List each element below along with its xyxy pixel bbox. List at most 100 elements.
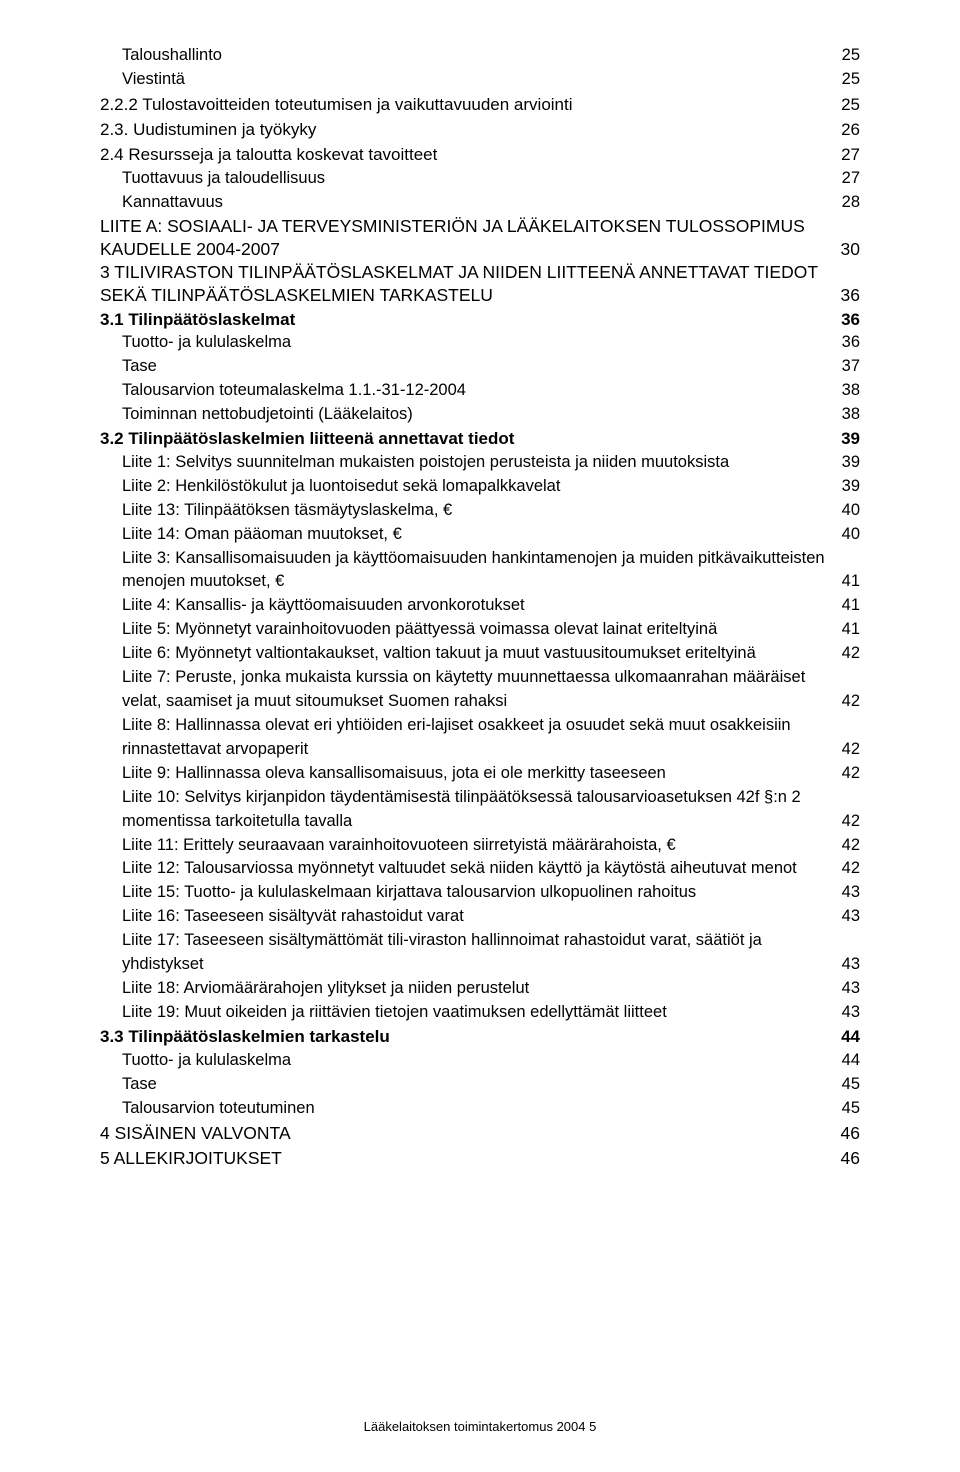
toc-entry: Liite 14: Oman pääoman muutokset, €40 — [100, 523, 860, 547]
toc-entry-text: Liite 3: Kansallisomaisuuden ja käyttöom… — [122, 547, 830, 595]
toc-entry: Tuottavuus ja taloudellisuus27 — [100, 167, 860, 191]
toc-entry-text: Liite 5: Myönnetyt varainhoitovuoden pää… — [122, 618, 830, 642]
toc-entry: Liite 7: Peruste, jonka mukaista kurssia… — [100, 666, 860, 714]
toc-entry-page: 42 — [830, 762, 860, 786]
toc-entry: Liite 10: Selvitys kirjanpidon täydentäm… — [100, 786, 860, 834]
toc-entry-text: Tase — [122, 1073, 830, 1097]
table-of-contents: Taloushallinto25Viestintä252.2.2 Tulosta… — [100, 44, 860, 1172]
toc-entry-page: 36 — [829, 284, 860, 307]
toc-entry-text: 4 SISÄINEN VALVONTA — [100, 1121, 829, 1147]
toc-entry: Liite 4: Kansallis- ja käyttöomaisuuden … — [100, 594, 860, 618]
toc-entry: Liite 9: Hallinnassa oleva kansallisomai… — [100, 762, 860, 786]
toc-entry: Liite 6: Myönnetyt valtiontakaukset, val… — [100, 642, 860, 666]
toc-entry-text: Talousarvion toteumalaskelma 1.1.-31-12-… — [122, 379, 830, 403]
toc-entry-page: 41 — [830, 570, 860, 594]
toc-entry-page: 40 — [830, 523, 860, 547]
toc-entry-text: Liite 19: Muut oikeiden ja riittävien ti… — [122, 1001, 830, 1025]
toc-entry: 2.2.2 Tulostavoitteiden toteutumisen ja … — [100, 92, 860, 117]
toc-entry-text: Liite 13: Tilinpäätöksen täsmäytyslaskel… — [122, 499, 830, 523]
toc-entry-text: Tuottavuus ja taloudellisuus — [122, 167, 830, 191]
toc-entry-page: 25 — [829, 92, 860, 117]
toc-entry: Talousarvion toteumalaskelma 1.1.-31-12-… — [100, 379, 860, 403]
toc-entry: Liite 19: Muut oikeiden ja riittävien ti… — [100, 1001, 860, 1025]
toc-entry-text: Toiminnan nettobudjetointi (Lääkelaitos) — [122, 403, 830, 427]
toc-entry-text: Liite 16: Taseeseen sisältyvät rahastoid… — [122, 905, 830, 929]
toc-entry: 4 SISÄINEN VALVONTA46 — [100, 1121, 860, 1147]
toc-entry-text: Liite 9: Hallinnassa oleva kansallisomai… — [122, 762, 830, 786]
toc-entry-text: LIITE A: SOSIAALI- JA TERVEYSMINISTERIÖN… — [100, 215, 829, 261]
toc-entry-text: 2.4 Resursseja ja taloutta koskevat tavo… — [100, 142, 829, 167]
toc-entry: Taloushallinto25 — [100, 44, 860, 68]
toc-entry-text: Liite 14: Oman pääoman muutokset, € — [122, 523, 830, 547]
toc-entry: 3 TILIVIRASTON TILINPÄÄTÖSLASKELMAT JA N… — [100, 261, 860, 307]
toc-entry-page: 39 — [830, 451, 860, 475]
toc-entry-text: Tuotto- ja kululaskelma — [122, 331, 830, 355]
toc-entry-text: 3.3 Tilinpäätöslaskelmien tarkastelu — [100, 1025, 829, 1049]
toc-entry: Tuotto- ja kululaskelma36 — [100, 331, 860, 355]
document-page: Taloushallinto25Viestintä252.2.2 Tulosta… — [0, 0, 960, 1472]
toc-entry-text: Liite 12: Talousarviossa myönnetyt valtu… — [122, 857, 830, 881]
toc-entry-text: Liite 1: Selvitys suunnitelman mukaisten… — [122, 451, 830, 475]
toc-entry-page: 39 — [829, 427, 860, 451]
toc-entry-page: 36 — [830, 331, 860, 355]
toc-entry-text: Kannattavuus — [122, 191, 830, 215]
toc-entry: 5 ALLEKIRJOITUKSET46 — [100, 1146, 860, 1172]
toc-entry-page: 42 — [830, 642, 860, 666]
toc-entry: 2.3. Uudistuminen ja työkyky26 — [100, 117, 860, 142]
toc-entry-text: 2.3. Uudistuminen ja työkyky — [100, 117, 829, 142]
toc-entry-page: 43 — [830, 953, 860, 977]
toc-entry-page: 46 — [829, 1121, 860, 1147]
toc-entry-text: Liite 15: Tuotto- ja kululaskelmaan kirj… — [122, 881, 830, 905]
toc-entry: Liite 3: Kansallisomaisuuden ja käyttöom… — [100, 547, 860, 595]
toc-entry: Tase37 — [100, 355, 860, 379]
toc-entry: Liite 12: Talousarviossa myönnetyt valtu… — [100, 857, 860, 881]
toc-entry-page: 25 — [830, 44, 860, 68]
toc-entry-page: 43 — [830, 1001, 860, 1025]
toc-entry-text: 2.2.2 Tulostavoitteiden toteutumisen ja … — [100, 92, 829, 117]
toc-entry: Liite 2: Henkilöstökulut ja luontoisedut… — [100, 475, 860, 499]
toc-entry-page: 42 — [830, 738, 860, 762]
toc-entry: Liite 15: Tuotto- ja kululaskelmaan kirj… — [100, 881, 860, 905]
toc-entry-page: 46 — [829, 1146, 860, 1172]
toc-entry-page: 27 — [829, 142, 860, 167]
toc-entry-text: Liite 6: Myönnetyt valtiontakaukset, val… — [122, 642, 830, 666]
toc-entry-text: Taloushallinto — [122, 44, 830, 68]
toc-entry-text: Liite 18: Arviomäärärahojen ylitykset ja… — [122, 977, 830, 1001]
toc-entry-page: 42 — [830, 834, 860, 858]
toc-entry-page: 43 — [830, 881, 860, 905]
toc-entry: Toiminnan nettobudjetointi (Lääkelaitos)… — [100, 403, 860, 427]
toc-entry-page: 39 — [830, 475, 860, 499]
toc-entry-text: Liite 4: Kansallis- ja käyttöomaisuuden … — [122, 594, 830, 618]
toc-entry-page: 45 — [830, 1073, 860, 1097]
toc-entry-text: Liite 11: Erittely seuraavaan varainhoit… — [122, 834, 830, 858]
toc-entry-page: 43 — [830, 905, 860, 929]
toc-entry: Liite 18: Arviomäärärahojen ylitykset ja… — [100, 977, 860, 1001]
toc-entry-page: 38 — [830, 379, 860, 403]
toc-entry-page: 28 — [830, 191, 860, 215]
toc-entry-text: Liite 17: Taseeseen sisältymättömät tili… — [122, 929, 830, 977]
toc-entry-page: 44 — [829, 1025, 860, 1049]
toc-entry: Liite 11: Erittely seuraavaan varainhoit… — [100, 834, 860, 858]
toc-entry: Liite 17: Taseeseen sisältymättömät tili… — [100, 929, 860, 977]
toc-entry-text: Tase — [122, 355, 830, 379]
toc-entry-text: Tuotto- ja kululaskelma — [122, 1049, 830, 1073]
toc-entry-page: 27 — [830, 167, 860, 191]
toc-entry-page: 42 — [830, 857, 860, 881]
toc-entry-page: 38 — [830, 403, 860, 427]
toc-entry-page: 44 — [830, 1049, 860, 1073]
toc-entry: 3.3 Tilinpäätöslaskelmien tarkastelu44 — [100, 1025, 860, 1049]
toc-entry-page: 41 — [830, 618, 860, 642]
toc-entry-text: Liite 8: Hallinnassa olevat eri yhtiöide… — [122, 714, 830, 762]
toc-entry-text: 5 ALLEKIRJOITUKSET — [100, 1146, 829, 1172]
toc-entry: Kannattavuus28 — [100, 191, 860, 215]
toc-entry-text: Viestintä — [122, 68, 830, 92]
toc-entry-text: Liite 2: Henkilöstökulut ja luontoisedut… — [122, 475, 830, 499]
toc-entry-text: 3 TILIVIRASTON TILINPÄÄTÖSLASKELMAT JA N… — [100, 261, 829, 307]
toc-entry: Liite 5: Myönnetyt varainhoitovuoden pää… — [100, 618, 860, 642]
toc-entry-text: Talousarvion toteutuminen — [122, 1097, 830, 1121]
page-footer: Lääkelaitoksen toimintakertomus 2004 5 — [0, 1419, 960, 1434]
toc-entry-page: 45 — [830, 1097, 860, 1121]
toc-entry-text: 3.2 Tilinpäätöslaskelmien liitteenä anne… — [100, 427, 829, 451]
toc-entry: Liite 1: Selvitys suunnitelman mukaisten… — [100, 451, 860, 475]
toc-entry: 2.4 Resursseja ja taloutta koskevat tavo… — [100, 142, 860, 167]
